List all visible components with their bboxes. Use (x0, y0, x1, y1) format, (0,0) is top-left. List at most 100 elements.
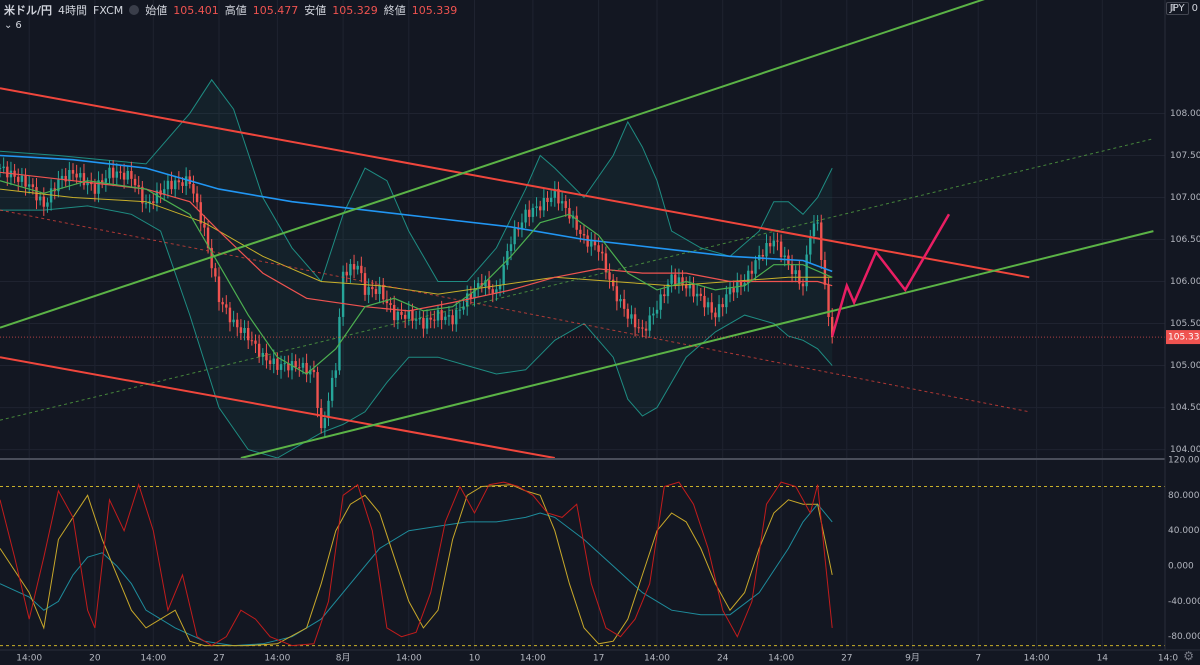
candle-body (38, 196, 42, 201)
candle-body (177, 180, 181, 183)
candle-body (82, 173, 86, 186)
chevron-down-icon[interactable]: ⌄ (4, 20, 13, 31)
time-tick-label: 27 (841, 654, 852, 664)
candle-body (184, 176, 188, 186)
time-tick-label: 14:00 (768, 654, 794, 664)
candle-body (513, 228, 516, 245)
ma-yellow-line (0, 188, 833, 295)
symbol-name[interactable]: 米ドル/円 (4, 4, 53, 17)
close-value: 105.339 (411, 3, 458, 17)
time-tick-label: 14:0 (1158, 654, 1178, 664)
forecast-line (830, 213, 951, 337)
chart-header: 米ドル/円 4時間 FXCM 始値 105.401 高値 105.477 安値 105… (0, 0, 457, 20)
price-tick-label: 107.500 (1170, 151, 1200, 161)
osc-tick-label: -80.000 (1168, 632, 1200, 642)
candle-body (232, 319, 235, 323)
candle-body (524, 209, 527, 223)
candle-body (122, 172, 126, 180)
dashed-line-red (0, 209, 1030, 413)
candle-body (783, 255, 786, 258)
candle-body (761, 254, 765, 257)
low-value: 105.329 (332, 3, 378, 17)
oscillator-pane (0, 481, 1165, 647)
candle-body (469, 293, 473, 299)
candle-body (104, 178, 108, 183)
last-price-badge (1166, 330, 1200, 345)
time-tick-label: 14:00 (396, 654, 422, 664)
candle-body (509, 244, 513, 252)
candle-body (20, 175, 24, 182)
candle-body (608, 272, 611, 280)
candle-body (400, 311, 403, 315)
osc-tick-label: 0.000 (1168, 562, 1194, 572)
candle-body (564, 201, 567, 208)
candle-body (582, 234, 586, 236)
trend-line-red (0, 356, 555, 459)
candle-body (674, 274, 677, 285)
price-tick-label: 105.500 (1170, 319, 1200, 329)
candle-body (203, 223, 206, 228)
candle-body (816, 222, 819, 224)
price-tick-label: 104.000 (1170, 445, 1200, 455)
candle-body (97, 180, 100, 194)
candle-body (502, 265, 505, 285)
price-tick-label: 107.000 (1170, 193, 1200, 203)
candle-body (655, 309, 659, 314)
candle-body (323, 418, 327, 429)
candle-body (433, 319, 436, 321)
candle-body (46, 202, 49, 207)
candle-body (768, 243, 772, 247)
candle-body (765, 243, 768, 257)
trend-lines (0, 0, 1154, 459)
ma-red-line (0, 171, 833, 312)
candle-body (236, 319, 239, 328)
candle-body (557, 188, 560, 204)
candle-body (174, 180, 177, 190)
candle-body (407, 310, 410, 319)
candle-body (473, 288, 476, 299)
currency-label[interactable]: JPY (1165, 2, 1189, 15)
price-tick-label: 105.000 (1170, 361, 1200, 371)
candle-body (626, 308, 629, 319)
candle-body (575, 215, 578, 230)
candle-body (243, 328, 246, 333)
candle-body (257, 343, 261, 357)
candle-body (60, 175, 64, 180)
trend-line-red (0, 87, 1030, 279)
interval-label[interactable]: 4時間 (58, 4, 88, 17)
candle-body (367, 287, 370, 295)
candle-body (809, 236, 812, 255)
candle-body (699, 293, 702, 296)
candle-body (440, 310, 443, 321)
candle-body (480, 283, 483, 287)
candle-body (371, 287, 374, 290)
indicator-count: 6 (15, 20, 22, 31)
time-tick-label: 8月 (336, 653, 351, 664)
currency-box[interactable]: JPY 0 (1165, 2, 1198, 15)
candle-body (528, 209, 531, 217)
candle-body (396, 311, 400, 321)
candle-body (717, 304, 721, 318)
last-price-label: 105.339 (1168, 333, 1200, 343)
candle-body (101, 180, 104, 183)
candle-body (615, 286, 619, 302)
candle-body (429, 317, 432, 320)
time-tick-label: 14:00 (16, 654, 42, 664)
high-value: 105.477 (252, 3, 299, 17)
indicator-toggle[interactable]: ⌄ 6 (4, 20, 22, 31)
candle-body (539, 206, 542, 211)
osc-tick-label: 80.000 (1168, 491, 1200, 501)
candle-body (677, 277, 681, 285)
candle-body (831, 316, 834, 337)
time-tick-label: 14:00 (264, 654, 290, 664)
candle-body (345, 271, 348, 276)
candle-body (316, 372, 319, 408)
candle-body (619, 298, 622, 302)
candle-body (279, 364, 283, 370)
candle-body (659, 294, 662, 310)
trend-line-green (0, 0, 985, 329)
candle-body (685, 284, 688, 289)
gear-icon[interactable]: ⚙ (1183, 649, 1194, 663)
